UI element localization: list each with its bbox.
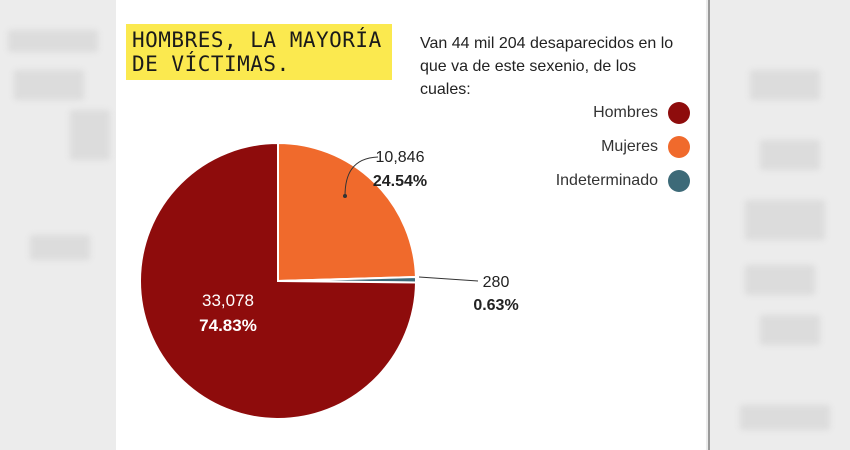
legend-label: Indeterminado	[555, 172, 658, 189]
legend-item-mujeres: Mujeres	[470, 130, 690, 164]
background-text-block	[8, 30, 98, 52]
background-text-block	[760, 315, 820, 345]
legend-swatch	[668, 136, 690, 158]
legend: Hombres Mujeres Indeterminado	[470, 96, 690, 198]
slice-mujeres	[277, 141, 417, 283]
legend-swatch	[668, 102, 690, 124]
background-text-block	[70, 110, 110, 160]
background-text-block	[14, 70, 84, 100]
background-text-block	[760, 140, 820, 170]
background-text-block	[750, 70, 820, 100]
background-text-block	[745, 265, 815, 295]
data-label-value: 33,078	[202, 291, 254, 310]
leader-line-mujeres	[344, 156, 379, 197]
data-label-percent: 0.63%	[473, 297, 518, 314]
legend-item-indeterminado: Indeterminado	[470, 164, 690, 198]
column-divider	[708, 0, 710, 450]
leader-dot	[343, 194, 347, 198]
legend-label: Hombres	[593, 104, 658, 121]
data-label-value: 280	[483, 274, 510, 291]
data-label-percent: 24.54%	[373, 173, 427, 190]
chart-title: HOMBRES, LA MAYORÍA DE VÍCTIMAS.	[126, 24, 392, 80]
infographic-card: HOMBRES, LA MAYORÍA DE VÍCTIMAS. Van 44 …	[116, 0, 706, 450]
background-text-block	[740, 405, 830, 430]
background-text-block	[745, 200, 825, 240]
pie-chart: 33,078 74.83% 10,846 24.54% 280 0.63%	[139, 141, 519, 420]
legend-item-hombres: Hombres	[470, 96, 690, 130]
data-label-percent: 74.83%	[199, 316, 257, 335]
background-text-block	[30, 235, 90, 260]
chart-subtitle: Van 44 mil 204 desaparecidos en lo que v…	[420, 35, 674, 98]
slice-hombres	[139, 141, 418, 420]
leader-line-indeterminado	[418, 276, 479, 282]
legend-label: Mujeres	[601, 138, 658, 155]
data-label-value: 10,846	[376, 149, 425, 166]
legend-swatch	[668, 170, 690, 192]
